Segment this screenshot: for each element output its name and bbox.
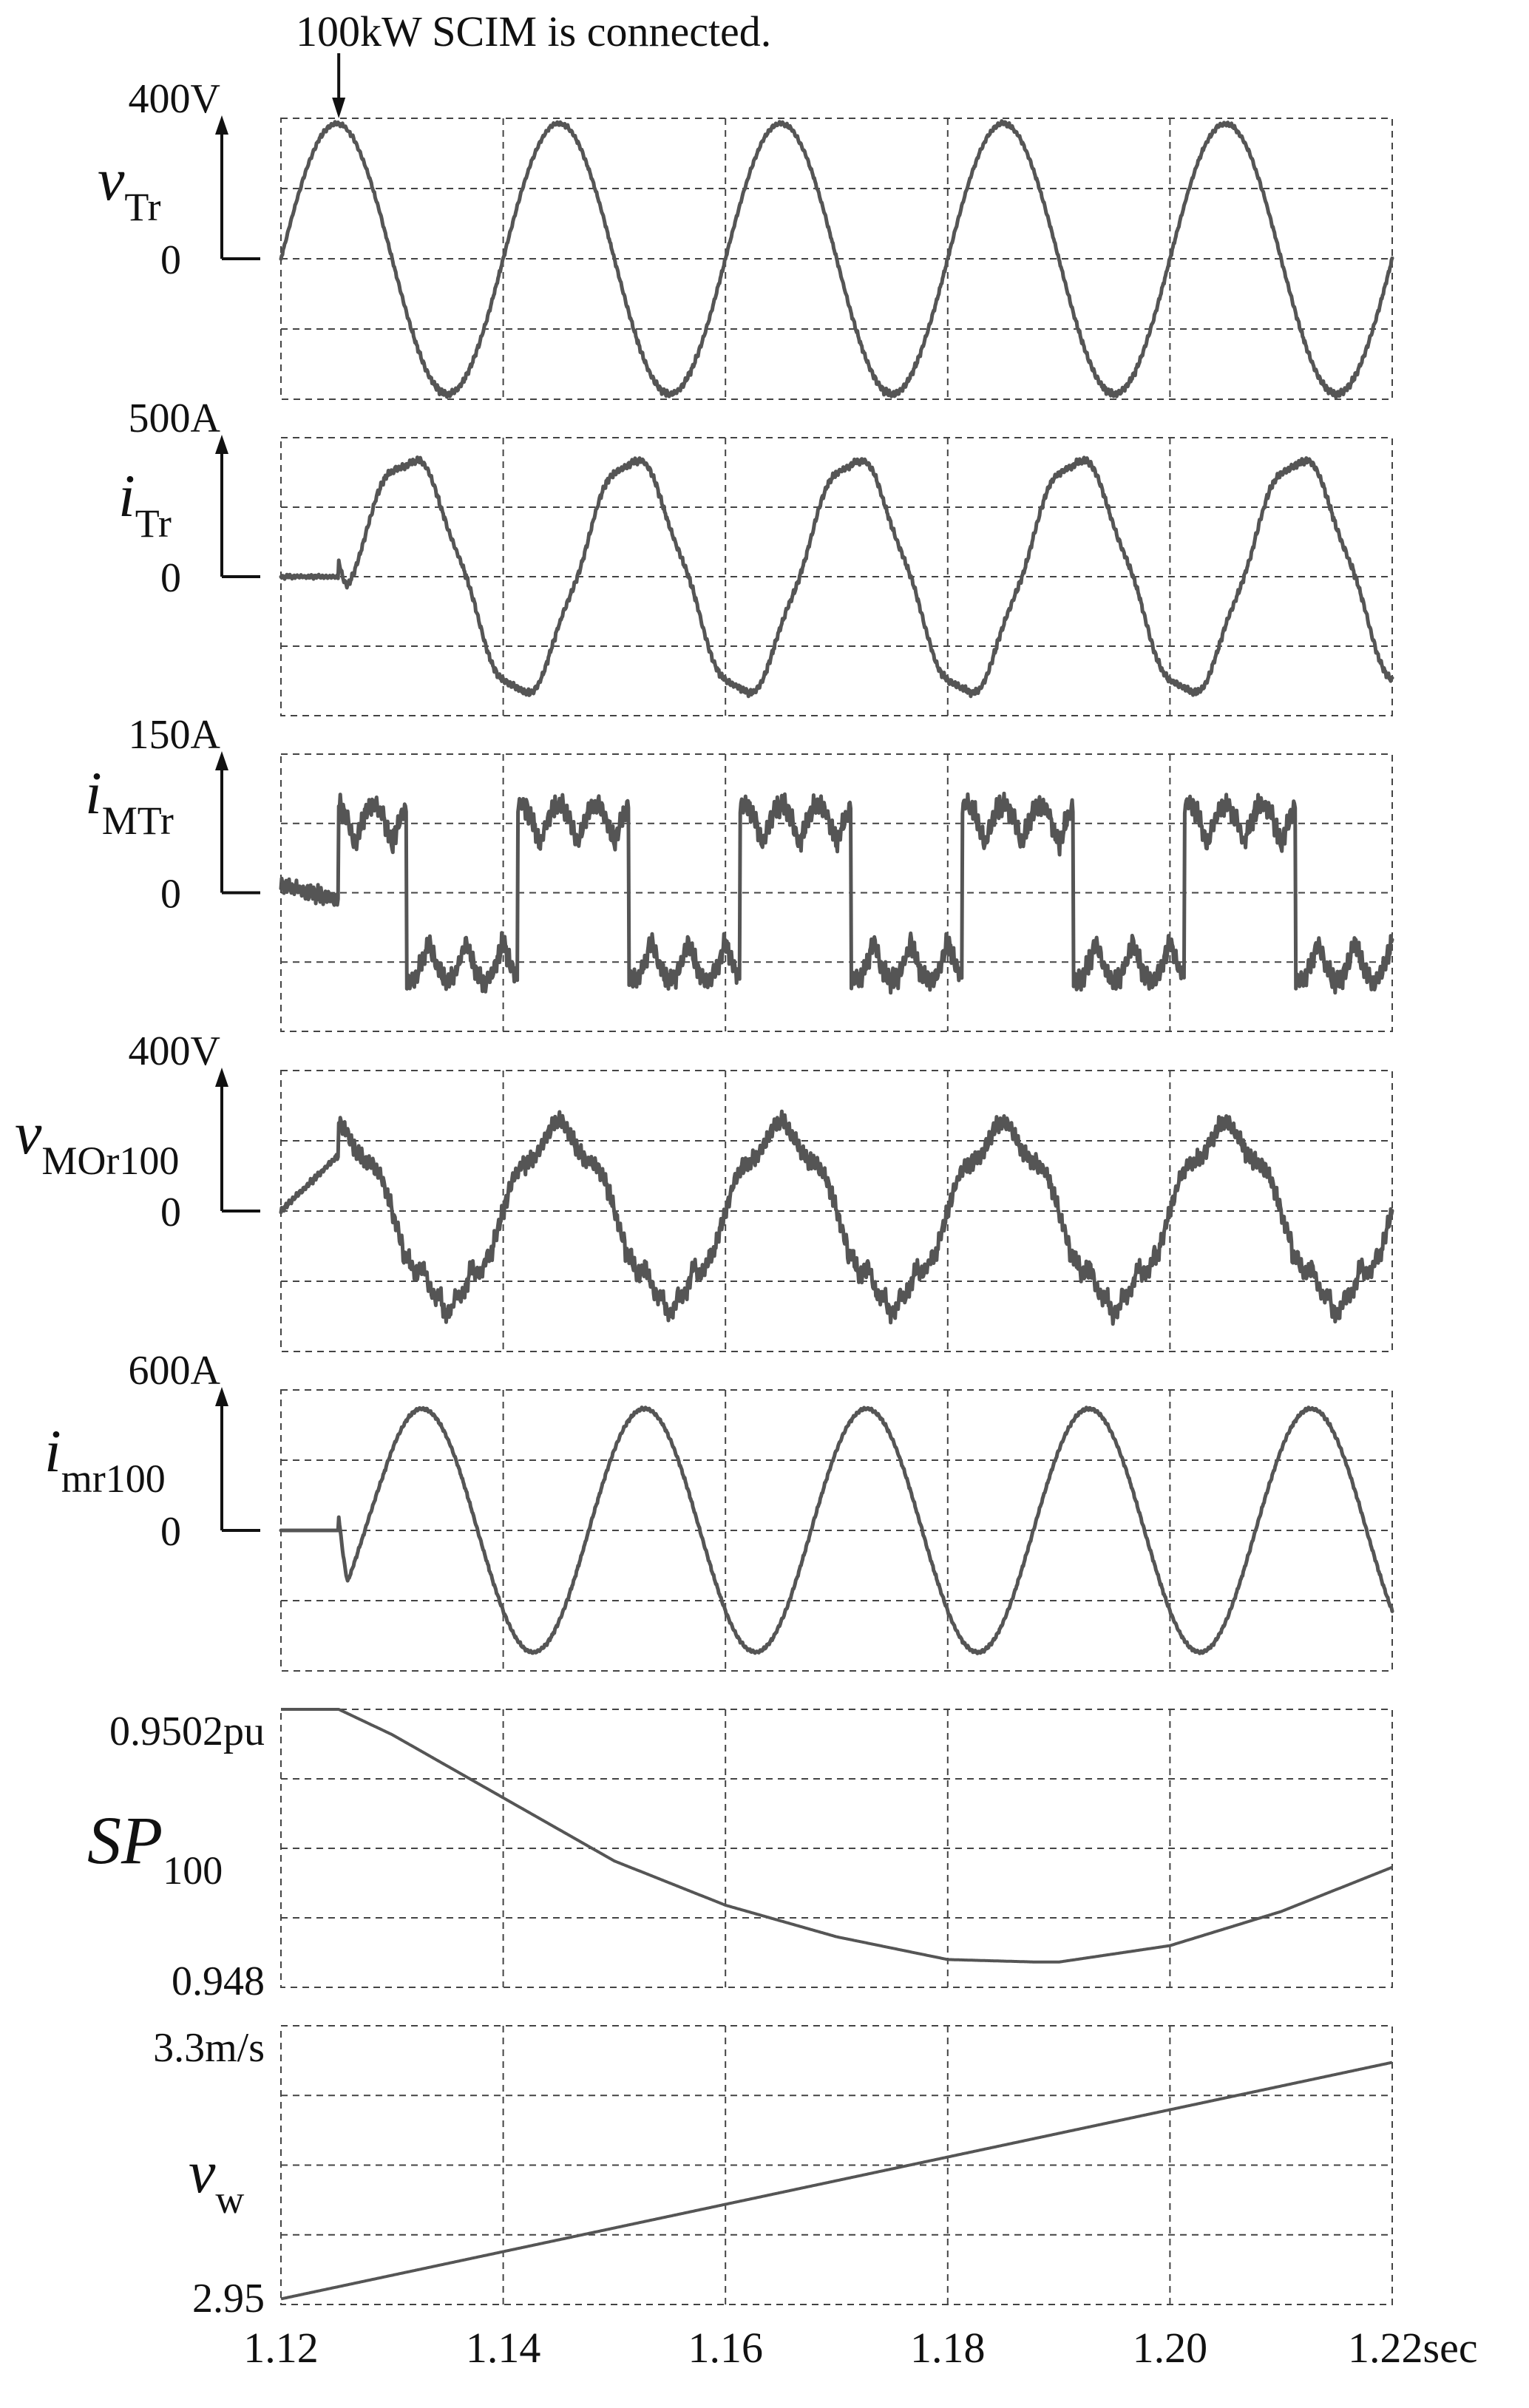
x-tick-label: 1.14 bbox=[466, 2324, 541, 2372]
panel-7: vw 3.3m/s 2.95 bbox=[153, 2025, 1393, 2321]
top-scale-label: 600A bbox=[129, 1348, 221, 1394]
x-tick-label: 1.22sec bbox=[1348, 2324, 1478, 2372]
bottom-scale-label: 0.948 bbox=[172, 1958, 265, 2004]
series-trace bbox=[279, 1109, 1394, 1326]
top-scale-label: 3.3m/s bbox=[153, 2025, 265, 2071]
bottom-scale-label: 2.95 bbox=[192, 2276, 265, 2321]
series-trace bbox=[279, 1405, 1394, 1655]
y-axis-arrowhead bbox=[215, 751, 228, 770]
series-label: vMOr100 bbox=[15, 1099, 179, 1183]
zero-label: 0 bbox=[160, 872, 181, 918]
series-trace bbox=[279, 119, 1394, 399]
top-scale-label: 400V bbox=[129, 1028, 220, 1074]
panel-5: imr100 600A 0 bbox=[44, 1348, 1394, 1672]
series-label: iMTr bbox=[85, 759, 174, 843]
series-trace bbox=[280, 1708, 1393, 1964]
panel-2: iTr 500A 0 bbox=[118, 396, 1394, 716]
y-axis-arrowhead bbox=[215, 1387, 228, 1406]
zero-label: 0 bbox=[160, 1509, 181, 1555]
top-scale-label: 0.9502pu bbox=[109, 1709, 265, 1754]
panel-1: vTr 400V 0 bbox=[98, 76, 1394, 400]
x-tick-label: 1.12 bbox=[243, 2324, 319, 2372]
series-label: vTr bbox=[98, 146, 160, 229]
series-trace bbox=[279, 455, 1394, 699]
zero-label: 0 bbox=[160, 237, 181, 283]
panel-4: vMOr100 400V 0 bbox=[15, 1028, 1394, 1352]
annotation-arrowhead bbox=[332, 98, 346, 118]
panel-6: SP100 0.9502pu 0.948 bbox=[87, 1708, 1393, 2004]
panels: vTr400V0iTr500A0iMTr150A0vMOr100400V0imr… bbox=[15, 76, 1394, 2321]
series-label: imr100 bbox=[44, 1417, 166, 1501]
annotation-arrow bbox=[332, 53, 346, 118]
annotation-text: 100kW SCIM is connected. bbox=[296, 7, 771, 55]
top-scale-label: 400V bbox=[129, 76, 220, 122]
x-tick-label: 1.20 bbox=[1133, 2324, 1208, 2372]
series-trace bbox=[280, 2061, 1393, 2301]
top-scale-label: 500A bbox=[129, 396, 221, 441]
x-tick-label: 1.18 bbox=[910, 2324, 986, 2372]
x-axis-tick-labels: 1.12 1.14 1.16 1.18 1.20 1.22sec bbox=[243, 2324, 1477, 2372]
zero-label: 0 bbox=[160, 1190, 181, 1235]
top-scale-label: 150A bbox=[129, 712, 221, 758]
series-label: iTr bbox=[118, 462, 172, 546]
series-trace bbox=[279, 791, 1394, 995]
zero-label: 0 bbox=[160, 555, 181, 601]
y-axis-arrowhead bbox=[215, 1068, 228, 1087]
y-axis-arrowhead bbox=[215, 435, 228, 454]
series-label: vw bbox=[189, 2138, 244, 2222]
y-axis-arrowhead bbox=[215, 115, 228, 135]
series-label: SP100 bbox=[87, 1802, 223, 1893]
x-tick-label: 1.16 bbox=[688, 2324, 763, 2372]
